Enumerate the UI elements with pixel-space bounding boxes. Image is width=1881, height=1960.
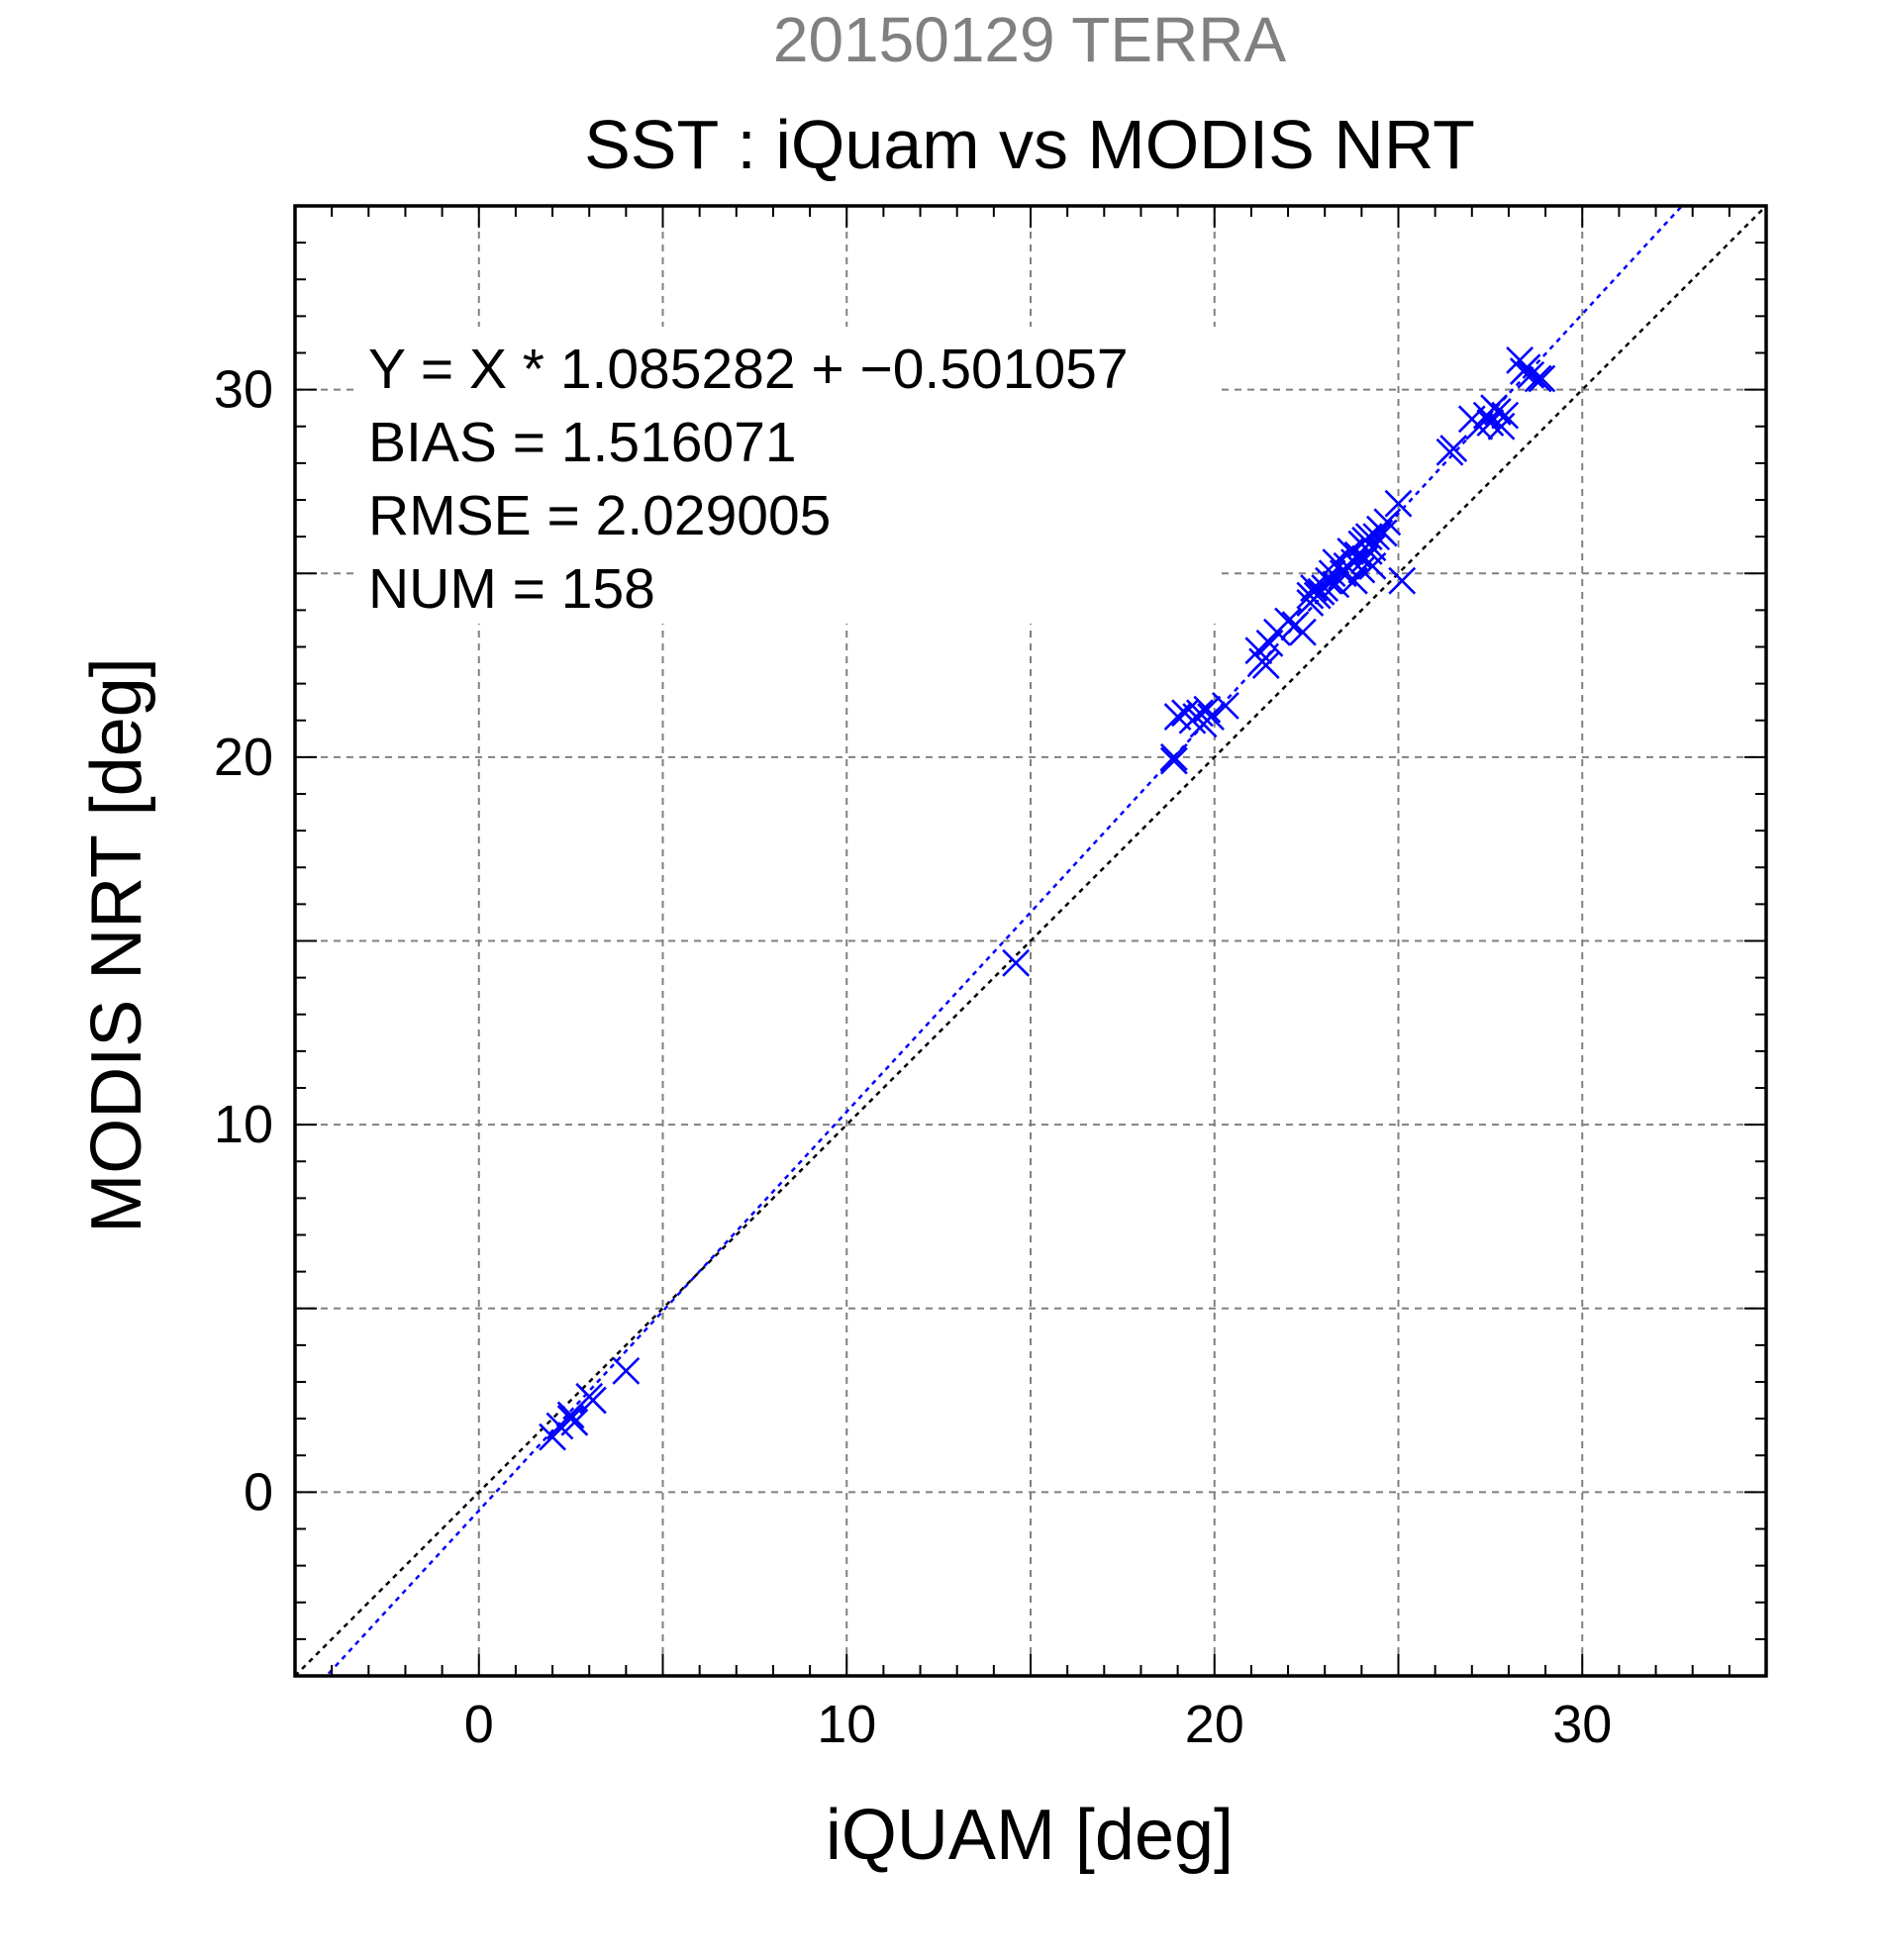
data-points [539,346,1556,1451]
data-point [1296,581,1325,610]
data-point [1159,746,1188,775]
axes: 0 10 20 30 0 10 20 30 [214,204,1768,1754]
data-point [1388,566,1417,595]
data-point [1373,508,1402,537]
date-title: 20150129 TERRA [773,4,1287,75]
y-axis-label: MODIS NRT [deg] [77,657,156,1233]
identity-line [295,206,1766,1676]
stats-line: Y = X * 1.085282 + −0.501057 [368,338,1129,401]
x-tick-label: 10 [817,1695,876,1754]
data-point [1491,401,1520,430]
data-point [1318,559,1346,588]
x-tick-label: 20 [1185,1695,1244,1754]
y-tick-label: 20 [214,728,273,787]
data-point [1197,703,1225,731]
x-axis-label: iQUAM [deg] [826,1796,1234,1875]
data-point [1002,948,1031,977]
y-tick-label: 30 [214,360,273,420]
data-point [1315,566,1342,595]
data-point [1193,695,1222,724]
data-point [1159,742,1188,771]
stats-background [356,327,1218,624]
stats-line: BIAS = 1.516071 [368,411,797,474]
data-point [1487,412,1516,441]
y-tick-label: 0 [244,1462,273,1521]
data-point [560,1408,589,1436]
data-point [1362,523,1391,551]
data-point [1288,618,1317,646]
data-point [578,1386,607,1415]
data-point [1517,360,1545,389]
data-point [1185,699,1214,728]
data-point [1347,555,1376,584]
x-tick-label: 0 [464,1695,494,1754]
data-point [1311,574,1339,603]
data-point [612,1356,641,1385]
data-point [1369,519,1398,547]
data-point [1384,489,1413,518]
data-point [1211,691,1239,720]
data-point [1274,607,1302,636]
stats-line: NUM = 158 [368,557,655,621]
data-point [1358,551,1387,580]
identity-line-group [295,206,1766,1676]
data-point [1439,435,1468,462]
x-tick-label: 30 [1552,1695,1612,1754]
chart-title: SST : iQuam vs MODIS NRT [584,106,1475,183]
y-tick-label: 10 [214,1095,273,1154]
stats-annotation: Y = X * 1.085282 + −0.501057 BIAS = 1.516… [356,327,1218,624]
stats-line: RMSE = 2.029005 [368,484,831,547]
data-point [1528,364,1556,393]
data-point [1524,364,1552,393]
